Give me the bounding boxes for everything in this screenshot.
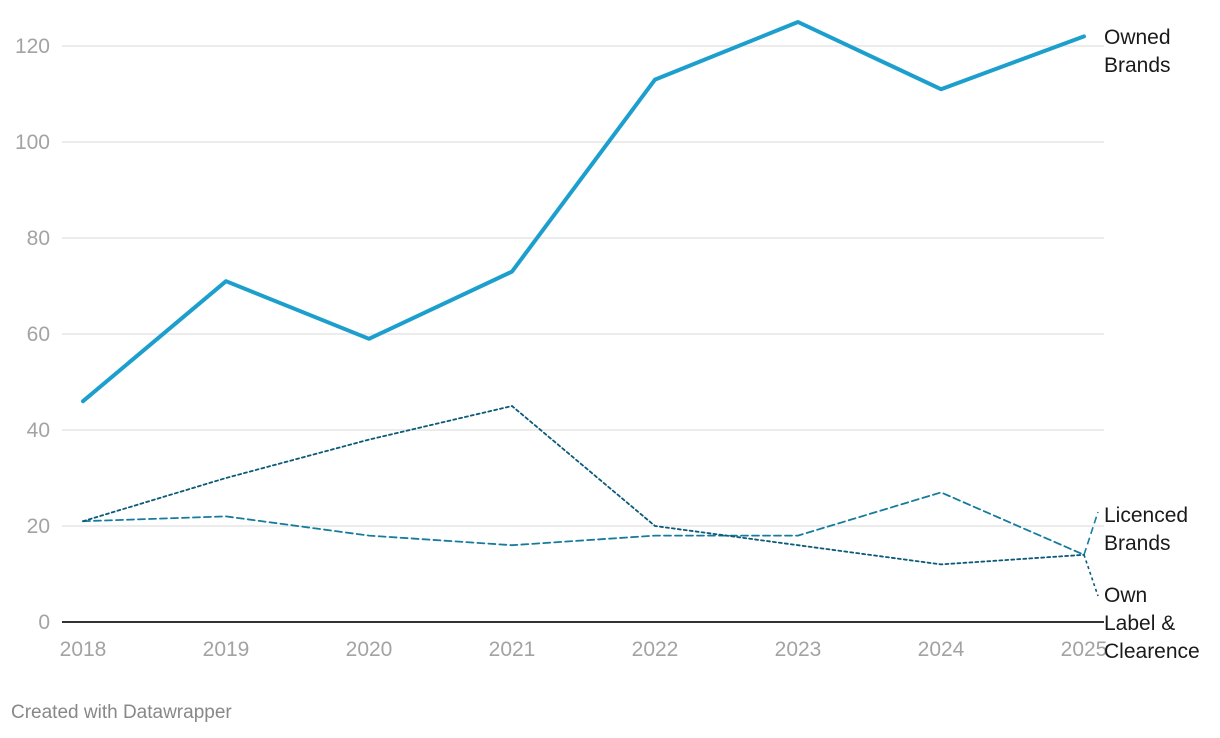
series-label-2: Own Label & Clearence: [1104, 584, 1200, 663]
x-tick-label: 2019: [203, 638, 250, 661]
series-lines: [81, 20, 1086, 566]
y-tick-label: 60: [27, 323, 50, 346]
x-tick-label: 2018: [60, 638, 107, 661]
series-line-1: [82, 491, 1085, 556]
series-line-0: [81, 20, 1086, 404]
x-tick-label: 2022: [632, 638, 679, 661]
x-tick-label: 2024: [918, 638, 965, 661]
x-axis-ticks: 2018 2019 2020 2021 2022 2023 2024 2025: [60, 638, 1108, 661]
x-tick-label: 2025: [1061, 638, 1108, 661]
series-line-2: [82, 405, 1085, 566]
y-tick-label: 80: [27, 227, 50, 250]
series-label-line: Clearence: [1104, 640, 1200, 663]
y-tick-label: 20: [27, 515, 50, 538]
y-axis-ticks: 0 20 40 60 80 100 120: [15, 35, 50, 634]
series-label-line: Brands: [1104, 532, 1171, 555]
x-tick-label: 2020: [346, 638, 393, 661]
series-label-1: Licenced Brands: [1104, 504, 1188, 555]
chart-canvas: 0 20 40 60 80 100 120 2018 2019 2020 2021 2022 2023…: [15, 20, 1200, 663]
series-label-0: Owned Brands: [1104, 26, 1171, 77]
x-tick-label: 2023: [775, 638, 822, 661]
gridlines: [62, 45, 1104, 623]
label-connector: [1083, 554, 1099, 597]
y-tick-label: 0: [38, 611, 50, 634]
label-connector: [1083, 511, 1099, 556]
label-connectors: [1083, 511, 1099, 597]
series-labels: Owned Brands Licenced Brands Own Label & Clear…: [1104, 26, 1200, 663]
footer-credit: Created with Datawrapper: [11, 702, 232, 723]
y-tick-label: 40: [27, 419, 50, 442]
x-tick-label: 2021: [489, 638, 536, 661]
series-label-line: Own: [1104, 584, 1147, 607]
series-label-line: Brands: [1104, 54, 1171, 77]
y-tick-label: 100: [15, 131, 50, 154]
series-label-line: Licenced: [1104, 504, 1188, 527]
series-label-line: Owned: [1104, 26, 1171, 49]
series-label-line: Label &: [1104, 612, 1175, 635]
y-tick-label: 120: [15, 35, 50, 58]
